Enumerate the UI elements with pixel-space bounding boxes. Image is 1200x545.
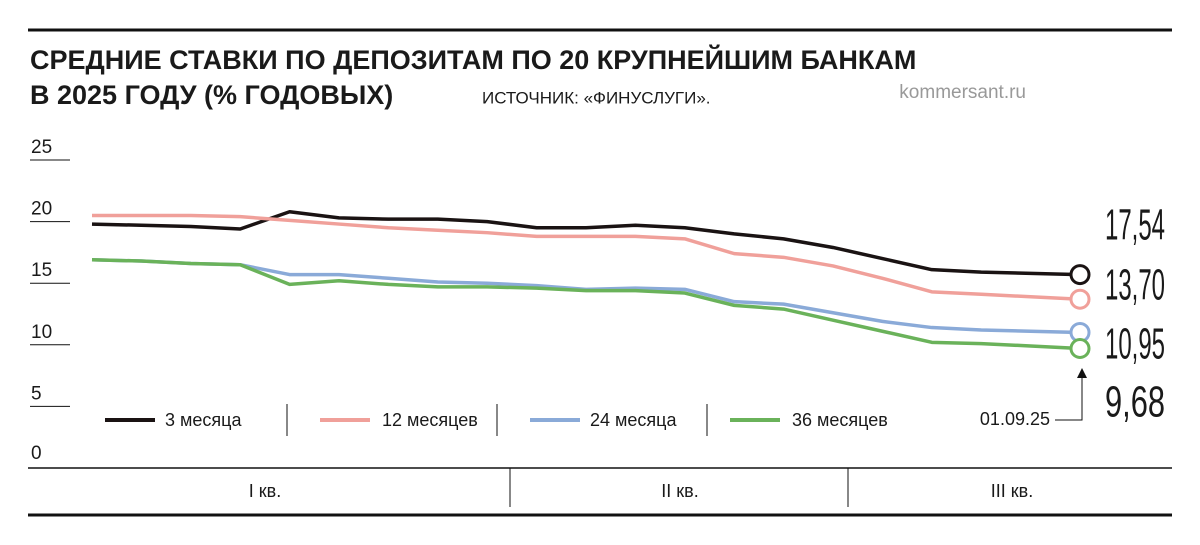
y-tick-label: 0	[31, 443, 42, 464]
chart-subtitle: В 2025 ГОДУ (% ГОДОВЫХ)	[30, 80, 393, 110]
end-marker	[1069, 288, 1091, 310]
date-label: 01.09.25	[980, 409, 1050, 429]
end-marker	[1069, 264, 1091, 286]
legend-label: 12 месяцев	[382, 410, 478, 430]
quarter-label: II кв.	[661, 481, 698, 501]
source: ИСТОЧНИК: «ФИНУСЛУГИ».	[482, 88, 711, 107]
quarter-label: III кв.	[991, 481, 1033, 501]
y-tick-label: 20	[31, 199, 52, 220]
end-label: 10,95	[1105, 320, 1165, 369]
legend-label: 3 месяца	[165, 410, 242, 430]
y-tick-label: 15	[31, 260, 52, 281]
end-label: 9,68	[1105, 378, 1165, 427]
line-series	[92, 213, 1081, 301]
credit: kommersant.ru	[899, 82, 1026, 103]
y-tick-label: 5	[31, 383, 42, 404]
date-arrowhead	[1077, 368, 1087, 378]
line-series	[91, 209, 1081, 277]
quarter-label: I кв.	[249, 481, 281, 501]
end-label: 13,70	[1105, 261, 1165, 310]
end-marker	[1069, 337, 1091, 359]
y-tick-label: 25	[31, 137, 52, 158]
chart-title: СРЕДНИЕ СТАВКИ ПО ДЕПОЗИТАМ ПО 20 КРУПНЕ…	[30, 44, 916, 75]
date-arrow	[1055, 372, 1083, 421]
legend-label: 24 месяца	[590, 410, 677, 430]
line-series	[91, 258, 1081, 351]
end-label: 17,54	[1105, 201, 1165, 250]
legend-label: 36 месяцев	[792, 410, 888, 430]
y-tick-label: 10	[31, 322, 52, 343]
